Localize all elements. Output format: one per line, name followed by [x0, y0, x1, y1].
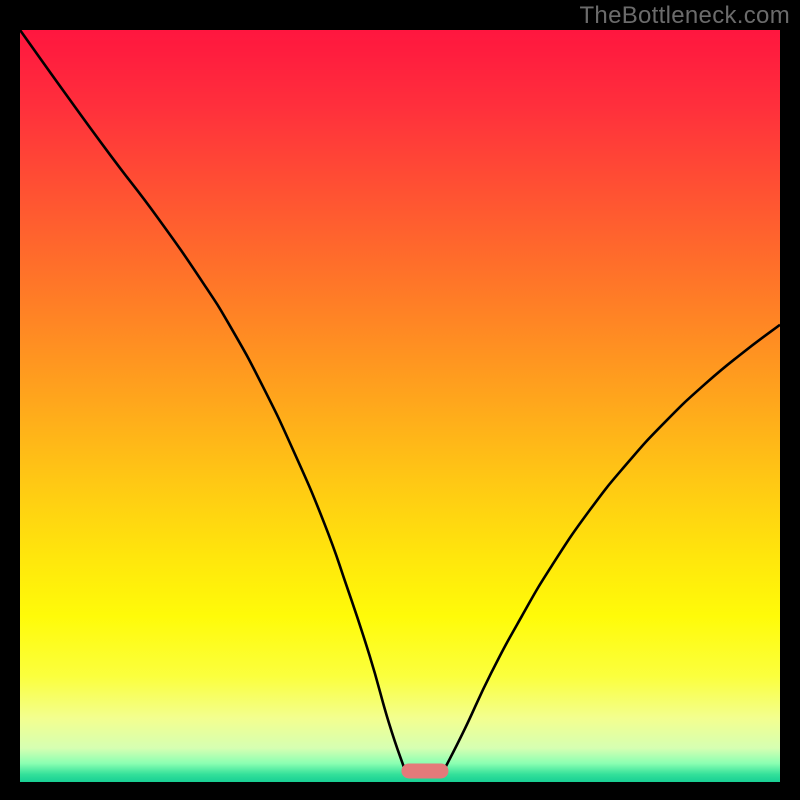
chart-plot-area	[20, 30, 780, 782]
chart-svg	[20, 30, 780, 782]
bottleneck-marker	[402, 763, 449, 778]
curve-right	[446, 325, 780, 767]
watermark-text: TheBottleneck.com	[579, 2, 790, 30]
curve-left	[20, 30, 404, 767]
stage: TheBottleneck.com	[0, 0, 800, 800]
